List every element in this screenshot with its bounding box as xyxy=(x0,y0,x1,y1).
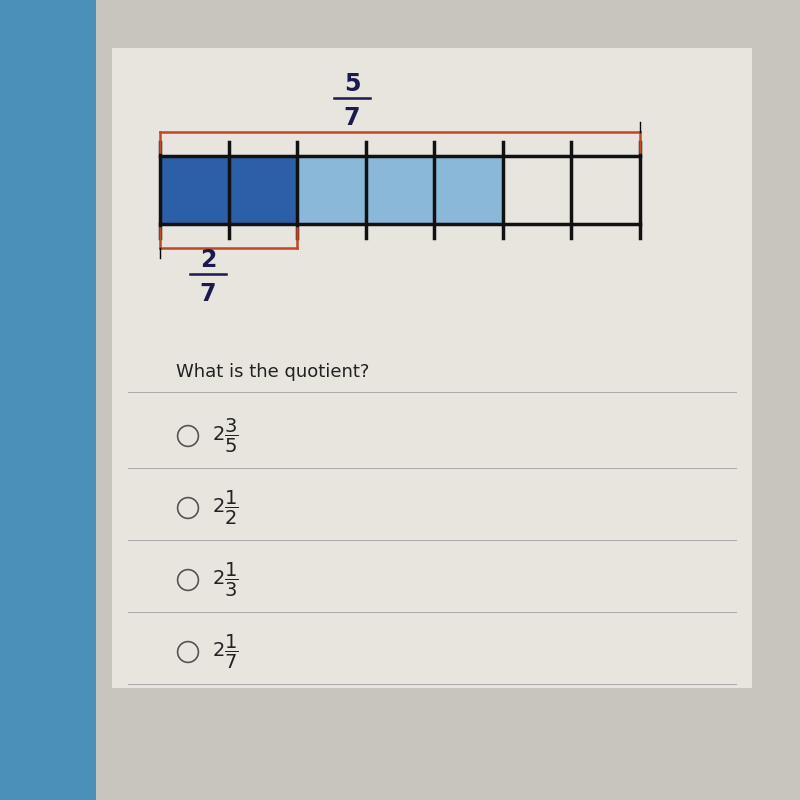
Bar xyxy=(160,156,229,224)
Bar xyxy=(434,156,503,224)
Bar xyxy=(297,156,366,224)
Bar xyxy=(112,48,752,688)
Text: $2\dfrac{1}{3}$: $2\dfrac{1}{3}$ xyxy=(212,561,239,599)
Text: 5: 5 xyxy=(344,72,360,96)
Bar xyxy=(229,156,297,224)
Text: $2\dfrac{1}{7}$: $2\dfrac{1}{7}$ xyxy=(212,633,239,671)
Bar xyxy=(0,0,96,800)
Bar xyxy=(503,156,571,224)
Bar xyxy=(571,156,640,224)
Bar xyxy=(366,156,434,224)
Text: 2: 2 xyxy=(200,248,216,272)
Text: 7: 7 xyxy=(344,106,360,130)
Text: $2\dfrac{3}{5}$: $2\dfrac{3}{5}$ xyxy=(212,417,239,455)
Text: 7: 7 xyxy=(200,282,216,306)
Text: What is the quotient?: What is the quotient? xyxy=(176,363,370,381)
Text: $2\dfrac{1}{2}$: $2\dfrac{1}{2}$ xyxy=(212,489,239,527)
